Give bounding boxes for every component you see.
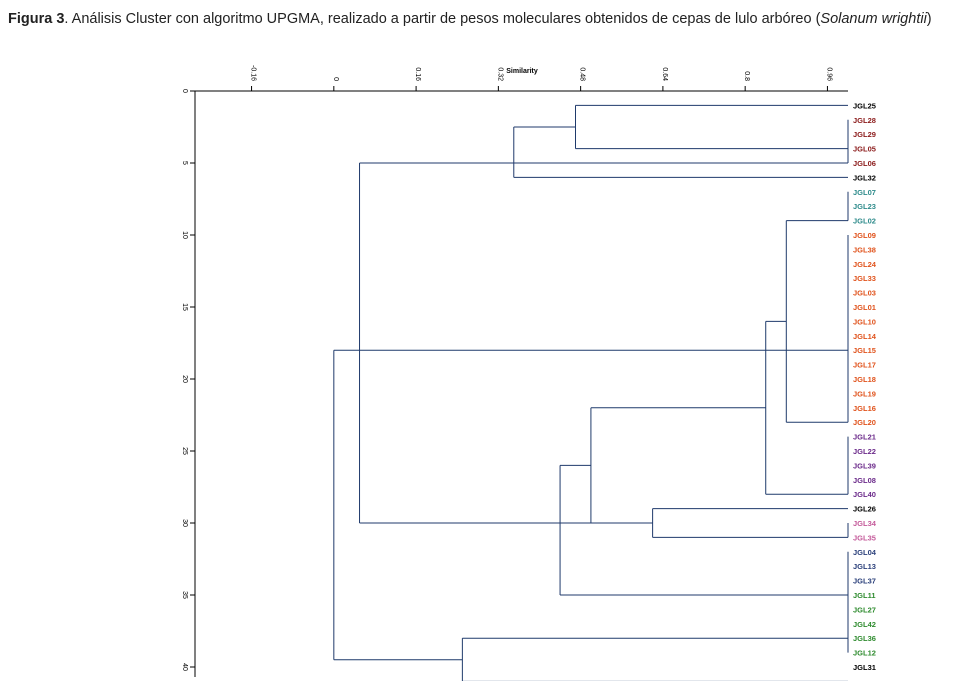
y-tick-label: 5 [181, 161, 188, 165]
x-axis-title: Similarity [506, 68, 538, 75]
axes: -0.16 0 0.16 0.32 0.48 0.64 0.8 0.96 0 5 10 15 20 25 3… [181, 65, 848, 677]
leaf-label: JGL36 [853, 634, 876, 643]
leaf-labels: JGL25 JGL28 JGL29 JGL05 JGL06 JGL32 JGL07 JGL23… [853, 101, 877, 672]
leaf-label: JGL17 [853, 361, 876, 370]
leaf-label: JGL08 [853, 476, 876, 485]
leaf-label: JGL34 [853, 519, 877, 528]
figure-caption: Figura 3. Análisis Cluster con algoritmo… [8, 11, 932, 27]
leaf-label: JGL05 [853, 145, 876, 154]
leaf-label: JGL20 [853, 418, 876, 427]
leaf-label: JGL25 [853, 101, 876, 110]
y-tick-label: 10 [181, 231, 188, 239]
leaf-label: JGL40 [853, 490, 876, 499]
leaf-label: JGL42 [853, 620, 876, 629]
leaf-label: JGL22 [853, 447, 876, 456]
y-tick-label: 40 [181, 663, 188, 671]
y-tick-label: 15 [181, 303, 188, 311]
leaf-label: JGL24 [853, 260, 877, 269]
leaf-label: JGL35 [853, 533, 876, 542]
leaf-label: JGL37 [853, 577, 876, 586]
leaf-label: JGL27 [853, 605, 876, 614]
x-tick-label: 0.96 [825, 67, 832, 81]
leaf-label: JGL11 [853, 591, 876, 600]
x-tick-label: -0.16 [250, 65, 257, 81]
x-tick-label: 0 [332, 77, 339, 81]
leaf-label: JGL39 [853, 461, 876, 470]
leaf-label: JGL28 [853, 116, 876, 125]
leaf-label: JGL21 [853, 433, 876, 442]
caption-text: . Análisis Cluster con algoritmo UPGMA, … [64, 11, 821, 27]
x-tick-label: 0.32 [496, 67, 503, 81]
leaf-label: JGL12 [853, 649, 876, 658]
leaf-label: JGL03 [853, 289, 876, 298]
y-tick-label: 0 [181, 89, 188, 93]
leaf-label: JGL01 [853, 303, 876, 312]
y-tick-label: 25 [181, 447, 188, 455]
x-tick-label: 0.16 [414, 67, 421, 81]
leaf-label: JGL33 [853, 274, 876, 283]
caption-label: Figura 3 [8, 11, 65, 27]
leaf-label: JGL14 [853, 332, 877, 341]
leaf-label: JGL10 [853, 317, 876, 326]
leaf-label: JGL16 [853, 404, 876, 413]
leaf-label: JGL06 [853, 159, 876, 168]
leaf-label: JGL29 [853, 130, 876, 139]
dendrogram-branches [333, 104, 849, 681]
leaf-label: JGL31 [853, 663, 876, 672]
leaf-label: JGL19 [853, 389, 876, 398]
x-tick-label: 0.64 [661, 67, 668, 81]
leaf-label: JGL23 [853, 202, 876, 211]
caption-close: ) [926, 11, 932, 27]
y-tick-label: 35 [181, 591, 188, 599]
leaf-label: JGL18 [853, 375, 876, 384]
leaf-label: JGL32 [853, 173, 876, 182]
leaf-label: JGL04 [853, 548, 877, 557]
y-tick-label: 20 [181, 375, 188, 383]
x-tick-label: 0.8 [743, 71, 750, 81]
caption-species: Solanum wrightii [820, 11, 927, 27]
leaf-label: JGL13 [853, 562, 876, 571]
leaf-label: JGL07 [853, 188, 876, 197]
leaf-label: JGL26 [853, 505, 876, 514]
leaf-label: JGL02 [853, 217, 876, 226]
leaf-label: JGL38 [853, 245, 876, 254]
leaf-label: JGL15 [853, 346, 876, 355]
y-tick-label: 30 [181, 519, 188, 527]
x-tick-label: 0.48 [579, 67, 586, 81]
leaf-label: JGL09 [853, 231, 876, 240]
